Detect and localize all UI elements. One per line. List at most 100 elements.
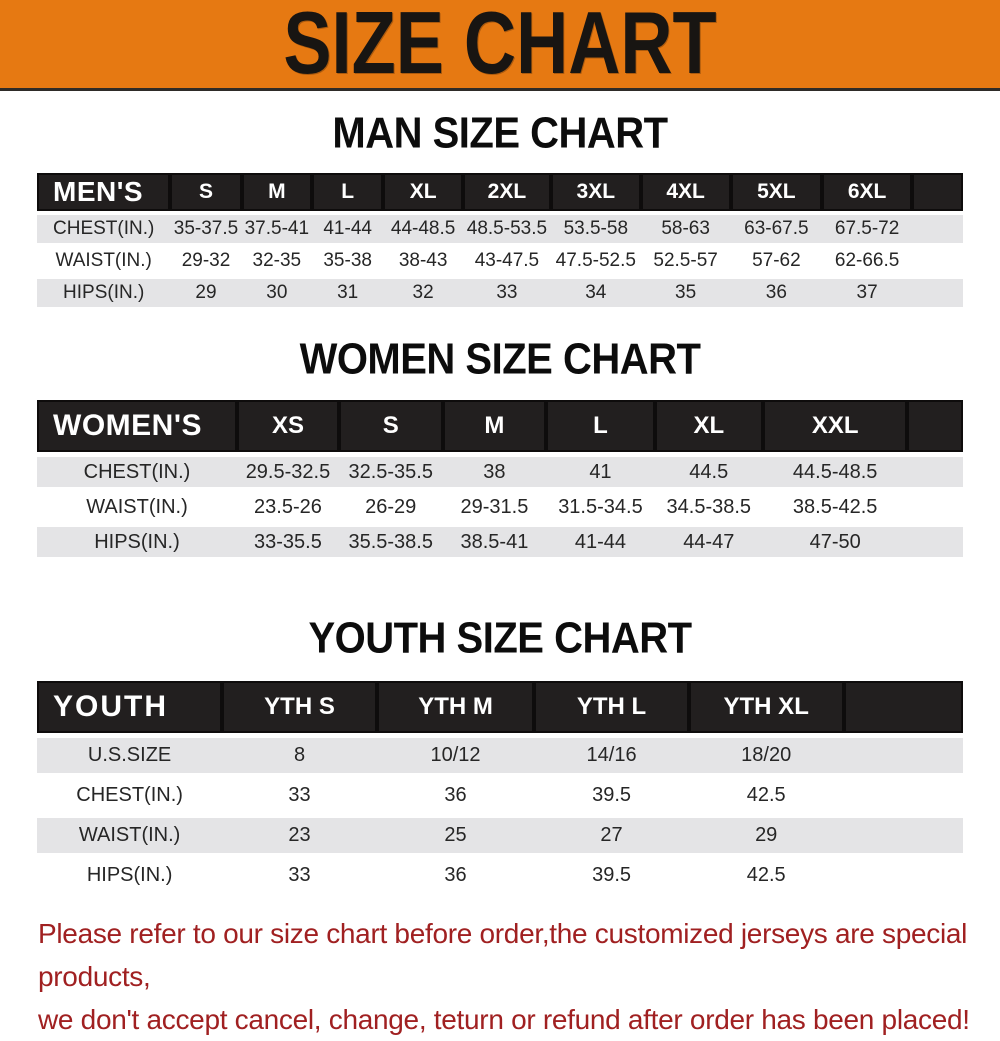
size-header-row: MEN'S S M L XL 2XL 3XL 4XL 5XL 6XL: [37, 173, 963, 211]
size-value-cell: 63-67.5: [730, 215, 823, 243]
size-column-header: L: [546, 400, 655, 452]
size-value-cell: 62-66.5: [822, 247, 913, 275]
order-disclaimer: Please refer to our size chart before or…: [38, 912, 1000, 1041]
size-value-cell: 58-63: [640, 215, 731, 243]
header-spacer: [912, 173, 963, 211]
size-value-cell: 32: [383, 279, 463, 307]
size-column-header: 3XL: [550, 173, 641, 211]
size-value-cell: 48.5-53.5: [462, 215, 551, 243]
size-value-cell: 29-32: [170, 247, 242, 275]
women-size-table: WOMEN'S XS S M L XL XXL CHEST(IN.) 29.5-32.5 32.5…: [37, 395, 963, 562]
size-value-cell: 36: [376, 858, 535, 893]
size-column-header: YTH M: [376, 681, 535, 733]
header-spacer: [907, 400, 963, 452]
size-value-cell: 42.5: [688, 858, 844, 893]
measurement-row: WAIST(IN.) 23 25 27 29: [37, 818, 963, 853]
size-column-header: XL: [654, 400, 763, 452]
size-value-cell: 53.5-58: [550, 215, 641, 243]
size-column-header: 5XL: [730, 173, 823, 211]
size-value-cell: 35: [640, 279, 731, 307]
size-header-row: WOMEN'S XS S M L XL XXL: [37, 400, 963, 452]
size-column-header: S: [170, 173, 242, 211]
row-spacer: [912, 279, 963, 307]
measurement-row: HIPS(IN.) 33 36 39.5 42.5: [37, 858, 963, 893]
measurement-row: WAIST(IN.) 29-32 32-35 35-38 38-43 43-47.5 47.…: [37, 247, 963, 275]
size-value-cell: 47-50: [762, 527, 908, 557]
size-value-cell: 44.5: [654, 457, 763, 487]
size-column-header: YTH S: [222, 681, 377, 733]
size-group-label: YOUTH: [37, 681, 223, 733]
youth-size-table: YOUTH YTH S YTH M YTH L YTH XL U.S.SIZE 8 10/12…: [37, 676, 963, 898]
row-spacer: [907, 527, 963, 557]
size-header-row: YOUTH YTH S YTH M YTH L YTH XL: [37, 681, 963, 733]
size-column-header: 6XL: [822, 173, 913, 211]
measurement-row: WAIST(IN.) 23.5-26 26-29 29-31.5 31.5-34.5 34…: [37, 492, 963, 522]
size-value-cell: 43-47.5: [462, 247, 551, 275]
size-column-header: XL: [383, 173, 463, 211]
size-value-cell: 35.5-38.5: [338, 527, 443, 557]
size-group-label: MEN'S: [37, 173, 171, 211]
row-spacer: [843, 778, 963, 813]
size-value-cell: 29.5-32.5: [237, 457, 339, 487]
women-section-heading: WOMEN SIZE CHART: [0, 334, 1000, 384]
size-value-cell: 67.5-72: [822, 215, 913, 243]
size-value-cell: 38.5-41: [442, 527, 547, 557]
size-value-cell: 35-37.5: [170, 215, 242, 243]
men-size-table: MEN'S S M L XL 2XL 3XL 4XL 5XL 6XL CHEST(IN.) 35-37…: [37, 169, 963, 311]
measurement-label: CHEST(IN.): [37, 457, 238, 487]
size-column-header: YTH XL: [688, 681, 844, 733]
size-column-header: YTH L: [534, 681, 689, 733]
youth-section-heading-text: YOUTH SIZE CHART: [308, 613, 692, 663]
size-column-header: M: [241, 173, 313, 211]
measurement-label: U.S.SIZE: [37, 738, 223, 773]
row-spacer: [907, 492, 963, 522]
size-value-cell: 41-44: [312, 215, 384, 243]
size-value-cell: 33: [222, 858, 377, 893]
row-spacer: [843, 858, 963, 893]
size-value-cell: 37.5-41: [241, 215, 313, 243]
size-value-cell: 33: [462, 279, 551, 307]
size-value-cell: 29-31.5: [442, 492, 547, 522]
size-value-cell: 39.5: [534, 778, 689, 813]
size-value-cell: 30: [241, 279, 313, 307]
size-value-cell: 38: [442, 457, 547, 487]
size-group-label: WOMEN'S: [37, 400, 238, 452]
size-value-cell: 10/12: [376, 738, 535, 773]
size-value-cell: 23: [222, 818, 377, 853]
size-chart-banner: SIZE CHART: [0, 0, 1000, 91]
measurement-label: CHEST(IN.): [37, 778, 223, 813]
measurement-label: HIPS(IN.): [37, 279, 171, 307]
size-value-cell: 37: [822, 279, 913, 307]
measurement-label: CHEST(IN.): [37, 215, 171, 243]
row-spacer: [912, 247, 963, 275]
measurement-label: WAIST(IN.): [37, 247, 171, 275]
size-value-cell: 25: [376, 818, 535, 853]
size-value-cell: 26-29: [338, 492, 443, 522]
youth-size-chart-section: YOUTH SIZE CHART YOUTH YTH S YTH M YTH L YTH…: [0, 613, 1000, 898]
size-column-header: 2XL: [462, 173, 551, 211]
row-spacer: [843, 738, 963, 773]
disclaimer-line-2: we don't accept cancel, change, teturn o…: [38, 1004, 970, 1035]
men-size-chart-section: MAN SIZE CHART MEN'S S M L XL 2XL 3XL 4XL 5XL 6XL…: [0, 109, 1000, 311]
size-value-cell: 36: [730, 279, 823, 307]
size-value-cell: 14/16: [534, 738, 689, 773]
size-value-cell: 44-48.5: [383, 215, 463, 243]
size-value-cell: 44-47: [654, 527, 763, 557]
size-value-cell: 36: [376, 778, 535, 813]
size-value-cell: 44.5-48.5: [762, 457, 908, 487]
women-size-chart-section: WOMEN SIZE CHART WOMEN'S XS S M L XL XXL CHEST(…: [0, 334, 1000, 562]
size-value-cell: 57-62: [730, 247, 823, 275]
size-value-cell: 29: [688, 818, 844, 853]
size-value-cell: 18/20: [688, 738, 844, 773]
size-value-cell: 29: [170, 279, 242, 307]
size-value-cell: 39.5: [534, 858, 689, 893]
women-section-heading-text: WOMEN SIZE CHART: [299, 334, 701, 384]
size-value-cell: 42.5: [688, 778, 844, 813]
size-value-cell: 34: [550, 279, 641, 307]
measurement-label: HIPS(IN.): [37, 527, 238, 557]
measurement-label: WAIST(IN.): [37, 818, 223, 853]
size-value-cell: 33-35.5: [237, 527, 339, 557]
row-spacer: [912, 215, 963, 243]
measurement-row: HIPS(IN.) 29 30 31 32 33 34 35 36 37: [37, 279, 963, 307]
size-value-cell: 32.5-35.5: [338, 457, 443, 487]
